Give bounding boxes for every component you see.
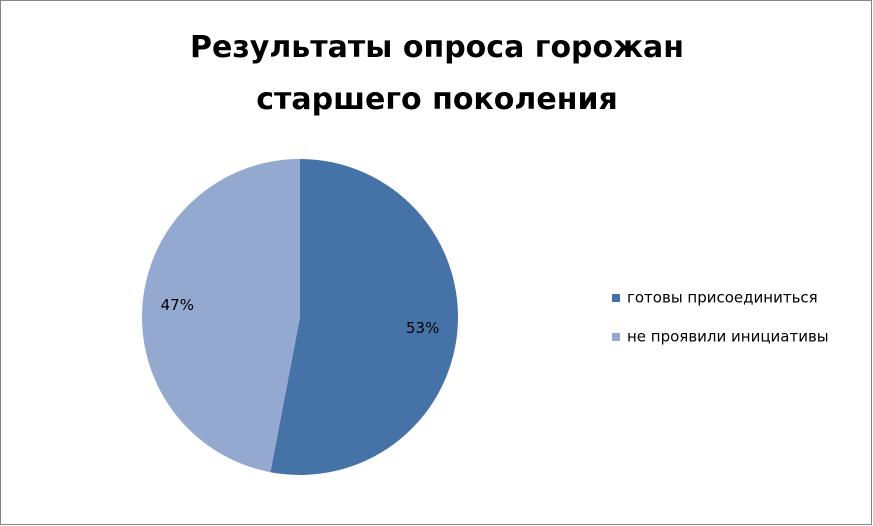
chart-title: Результаты опроса горожан старшего покол… [190, 30, 684, 117]
legend-label: готовы присоединиться [627, 289, 818, 307]
legend-swatch [612, 333, 620, 341]
data-label: 47% [161, 296, 194, 314]
legend-label: не проявили инициативы [627, 328, 829, 346]
legend-swatch [612, 294, 620, 302]
pie-slice [141, 159, 300, 473]
pie-slice [270, 159, 458, 475]
data-label: 53% [406, 319, 439, 337]
